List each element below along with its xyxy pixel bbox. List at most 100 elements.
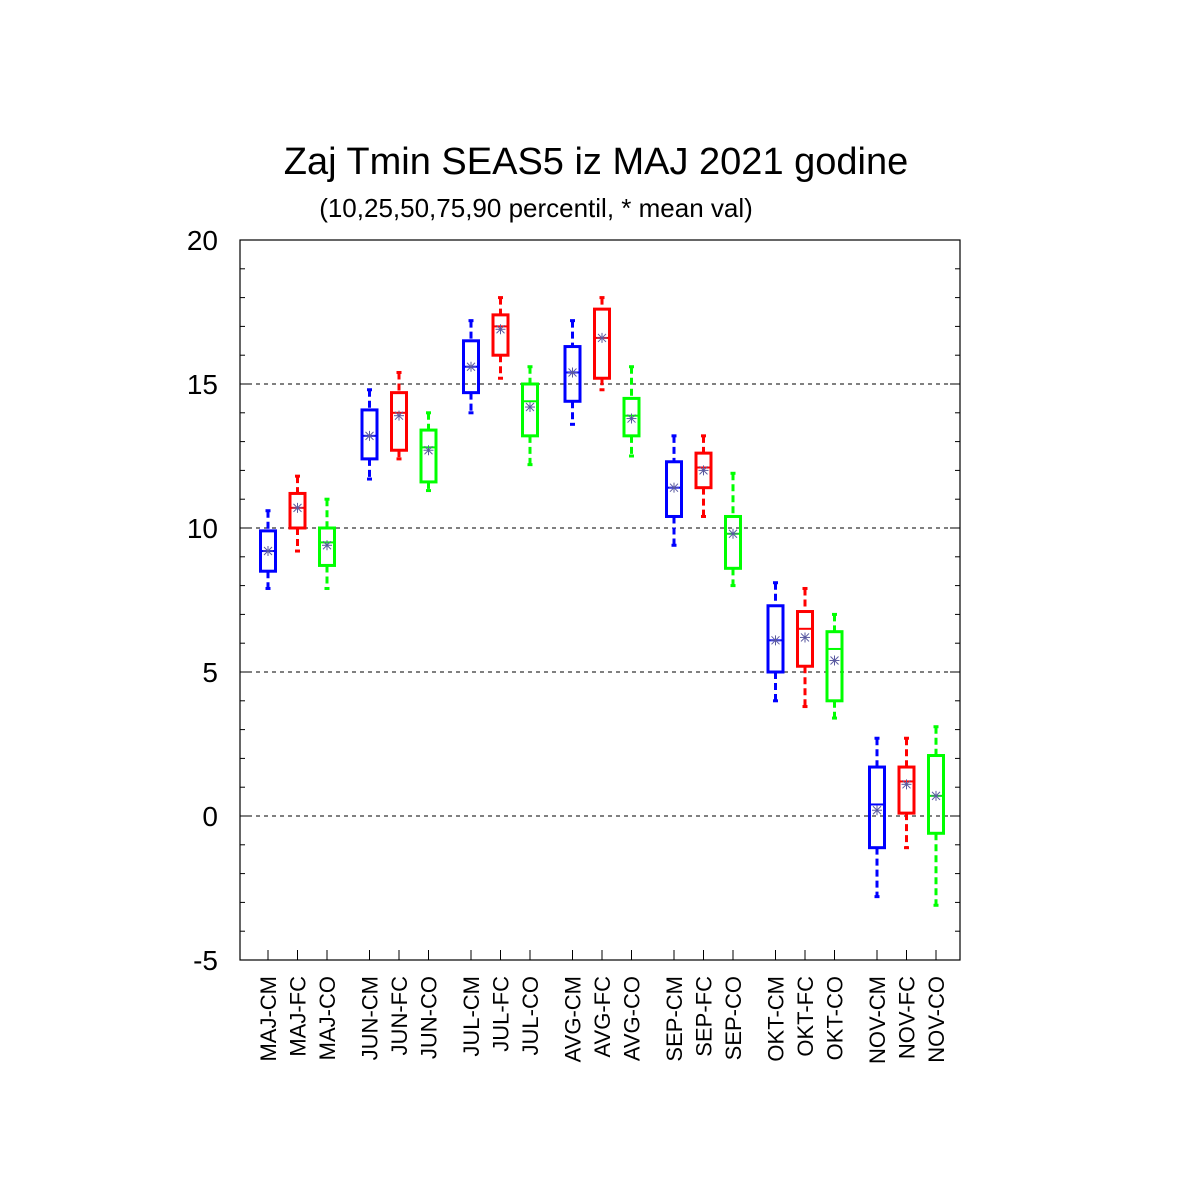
x-tick-label: MAJ-CO [315,976,340,1060]
box-iqr [766,604,785,674]
box-iqr [521,382,539,438]
grid-lines [240,239,960,961]
x-tick-label: JUL-FC [489,976,514,1052]
box-iqr [563,345,582,403]
x-tick-label: MAJ-FC [286,976,311,1057]
mean-marker-stroke [830,656,839,665]
x-tick-label: OKT-FC [793,976,818,1057]
mean-marker [829,655,840,666]
box-iqr [318,526,336,567]
mean-marker-stroke [800,633,810,642]
mean-marker [263,546,273,557]
box-avg-co [622,365,641,458]
y-tick-label: 0 [202,801,218,832]
mean-marker-stroke [597,333,607,343]
x-tick-label: MAJ-CM [256,976,281,1062]
mean-marker-stroke [771,635,780,645]
box-iqr [593,307,611,380]
mean-marker-stroke [394,411,404,421]
mean-marker [800,632,810,643]
x-tick-label: AVG-CM [561,976,586,1062]
x-tick-labels: MAJ-CM MAJ-FC MAJ-CO JUN-CM JUN-FC JUN-CO JUL-… [256,976,949,1064]
x-tick-label: OKT-CO [823,976,848,1060]
plot-frame [239,239,961,961]
box-maj-co [318,497,336,590]
mean-marker [698,465,709,476]
mean-marker [669,482,679,493]
box-iqr [724,514,742,570]
box-iqr [868,765,886,850]
x-tick-label: AVG-FC [590,976,615,1058]
x-tick-label: JUL-CM [459,976,484,1057]
mean-marker [597,332,607,343]
box-okt-co [825,612,844,720]
box-jun-cm [360,388,379,481]
x-tick-label: AVG-CO [620,976,645,1061]
box-iqr [622,396,641,438]
y-tick-label: -5 [193,945,218,976]
mean-marker [770,635,781,646]
box-sep-co [724,471,742,588]
mean-marker-stroke [627,414,636,423]
y-tick-label: 15 [187,369,218,400]
box-iqr [491,313,510,357]
mean-marker [626,413,637,424]
mean-marker-stroke [263,546,273,556]
box-nov-fc [897,736,916,850]
box-iqr [694,451,713,490]
mean-marker-stroke [568,368,577,377]
mean-marker [931,790,941,801]
box-sep-cm [665,434,683,547]
mean-marker [423,445,434,456]
mean-marker-stroke [525,402,535,412]
mean-marker-stroke [496,324,505,334]
box-jun-fc [390,370,408,461]
x-tick-label: NOV-FC [895,976,920,1059]
mean-marker-stroke [669,483,679,493]
x-tick-label: SEP-FC [692,976,717,1057]
chart-title: Zaj Tmin SEAS5 iz MAJ 2021 godine [284,141,909,183]
box-iqr [390,391,408,452]
mean-marker-stroke [365,431,374,441]
mean-marker [567,367,578,378]
mean-marker-stroke [931,791,941,801]
x-tick-label: SEP-CO [721,976,746,1060]
x-tick-label: JUN-CO [417,976,442,1059]
mean-marker [728,528,738,539]
box-jul-cm [462,319,480,415]
x-tick-label: NOV-CO [924,976,949,1063]
box-okt-fc [796,586,814,709]
box-avg-cm [563,319,582,426]
mean-marker [901,779,912,790]
x-tick-label: JUN-FC [387,976,412,1056]
mean-marker-stroke [728,529,738,539]
y-tick-label: 20 [187,225,218,256]
box-nov-co [927,725,945,907]
box-iqr [288,491,307,530]
box-iqr [927,754,945,835]
box-iqr [825,630,844,703]
mean-marker [466,361,476,372]
mean-marker [872,805,882,816]
box-nov-cm [868,736,886,899]
x-tick-label: NOV-CM [865,976,890,1064]
box-jun-co [419,411,438,493]
axes: -5 0 5 10 15 20 [187,225,961,976]
box-iqr [419,428,438,484]
x-tick-label: OKT-CM [764,976,789,1062]
box-jul-fc [491,296,510,380]
box-iqr [897,765,916,815]
mean-marker-stroke [699,466,708,475]
box-maj-fc [288,474,307,553]
box-sep-fc [694,434,713,518]
box-maj-cm [259,509,277,590]
box-okt-cm [766,581,785,703]
y-tick-label: 5 [202,657,218,688]
mean-marker-stroke [466,362,476,372]
mean-marker-stroke [293,503,302,513]
box-avg-fc [593,296,611,392]
mean-marker [394,410,404,421]
box-series [259,296,945,907]
mean-marker [292,502,303,513]
